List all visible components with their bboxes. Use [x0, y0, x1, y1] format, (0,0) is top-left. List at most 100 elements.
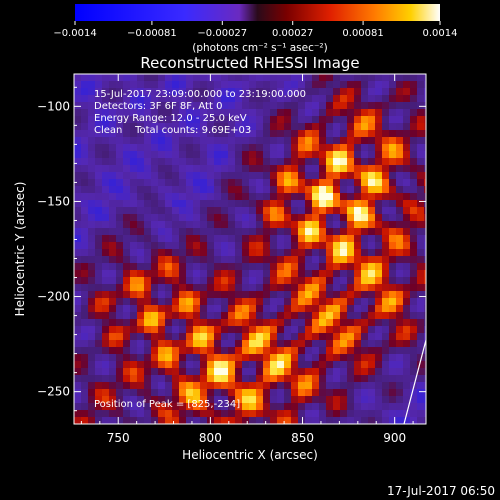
heatmap-cell — [172, 375, 179, 382]
heatmap-cell — [81, 130, 88, 137]
heatmap-cell — [242, 95, 249, 102]
heatmap-cell — [263, 207, 270, 214]
heatmap-cell — [130, 81, 137, 88]
heatmap-cell — [179, 270, 186, 277]
heatmap-cell — [228, 410, 235, 417]
heatmap-cell — [207, 284, 214, 291]
heatmap-cell — [410, 158, 417, 165]
heatmap-cell — [74, 382, 81, 389]
heatmap-cell — [130, 361, 137, 368]
heatmap-cell — [326, 291, 333, 298]
heatmap-cell — [172, 193, 179, 200]
heatmap-cell — [361, 144, 368, 151]
heatmap-cell — [172, 340, 179, 347]
heatmap-cell — [109, 403, 116, 410]
heatmap-cell — [102, 193, 109, 200]
heatmap-cell — [277, 333, 284, 340]
heatmap-cell — [172, 319, 179, 326]
heatmap-cell — [284, 340, 291, 347]
heatmap-cell — [116, 361, 123, 368]
heatmap-cell — [333, 291, 340, 298]
heatmap-cell — [242, 102, 249, 109]
heatmap-cell — [417, 298, 424, 305]
heatmap-cell — [263, 144, 270, 151]
heatmap-cell — [207, 123, 214, 130]
heatmap-cell — [284, 270, 291, 277]
heatmap-cell — [158, 249, 165, 256]
heatmap-cell — [256, 137, 263, 144]
colorbar-tick-label: −0.00081 — [127, 28, 177, 39]
heatmap-cell — [193, 284, 200, 291]
heatmap-cell — [74, 235, 81, 242]
heatmap-cell — [116, 116, 123, 123]
heatmap-cell — [375, 186, 382, 193]
heatmap-cell — [151, 151, 158, 158]
heatmap-cell — [396, 130, 403, 137]
heatmap-cell — [200, 242, 207, 249]
heatmap-cell — [382, 102, 389, 109]
heatmap-cell — [319, 389, 326, 396]
heatmap-cell — [179, 151, 186, 158]
heatmap-cell — [403, 102, 410, 109]
heatmap-cell — [116, 81, 123, 88]
heatmap-cell — [88, 319, 95, 326]
heatmap-cell — [270, 396, 277, 403]
heatmap-cell — [88, 95, 95, 102]
heatmap-cell — [424, 263, 426, 270]
heatmap-cell — [123, 417, 130, 424]
heatmap-cell — [186, 116, 193, 123]
heatmap-cell — [305, 389, 312, 396]
heatmap-cell — [158, 116, 165, 123]
heatmap-cell — [200, 137, 207, 144]
heatmap-cell — [424, 284, 426, 291]
heatmap-cell — [137, 179, 144, 186]
heatmap-cell — [319, 165, 326, 172]
heatmap-cell — [312, 396, 319, 403]
heatmap-cell — [137, 298, 144, 305]
heatmap-cell — [263, 235, 270, 242]
heatmap-cell — [263, 95, 270, 102]
heatmap-cell — [186, 312, 193, 319]
heatmap-cell — [284, 88, 291, 95]
heatmap-cell — [410, 403, 417, 410]
heatmap-cell — [361, 319, 368, 326]
heatmap-cell — [207, 228, 214, 235]
heatmap-cell — [389, 109, 396, 116]
heatmap-cell — [130, 123, 137, 130]
heatmap-cell — [200, 200, 207, 207]
heatmap-cell — [74, 151, 81, 158]
heatmap-cell — [158, 242, 165, 249]
heatmap-cell — [270, 403, 277, 410]
heatmap-cell — [158, 172, 165, 179]
heatmap-cell — [200, 361, 207, 368]
heatmap-cell — [382, 158, 389, 165]
heatmap-cell — [305, 130, 312, 137]
heatmap-cell — [123, 340, 130, 347]
heatmap-cell — [347, 144, 354, 151]
heatmap-cell — [186, 193, 193, 200]
heatmap-cell — [137, 165, 144, 172]
heatmap-cell — [410, 270, 417, 277]
heatmap-cell — [123, 102, 130, 109]
heatmap-cell — [403, 179, 410, 186]
heatmap-cell — [347, 305, 354, 312]
heatmap-cell — [102, 298, 109, 305]
heatmap-cell — [312, 298, 319, 305]
heatmap-cell — [333, 200, 340, 207]
heatmap-cell — [130, 284, 137, 291]
heatmap-cell — [389, 200, 396, 207]
heatmap-cell — [347, 116, 354, 123]
heatmap-cell — [312, 137, 319, 144]
heatmap-cell — [298, 228, 305, 235]
heatmap-cell — [361, 193, 368, 200]
heatmap-cell — [284, 200, 291, 207]
heatmap-cell — [298, 200, 305, 207]
heatmap-cell — [186, 109, 193, 116]
heatmap-cell — [137, 256, 144, 263]
heatmap-cell — [88, 137, 95, 144]
heatmap-cell — [137, 137, 144, 144]
heatmap-cell — [270, 151, 277, 158]
heatmap-cell — [242, 207, 249, 214]
heatmap-cell — [172, 221, 179, 228]
heatmap-cell — [375, 298, 382, 305]
